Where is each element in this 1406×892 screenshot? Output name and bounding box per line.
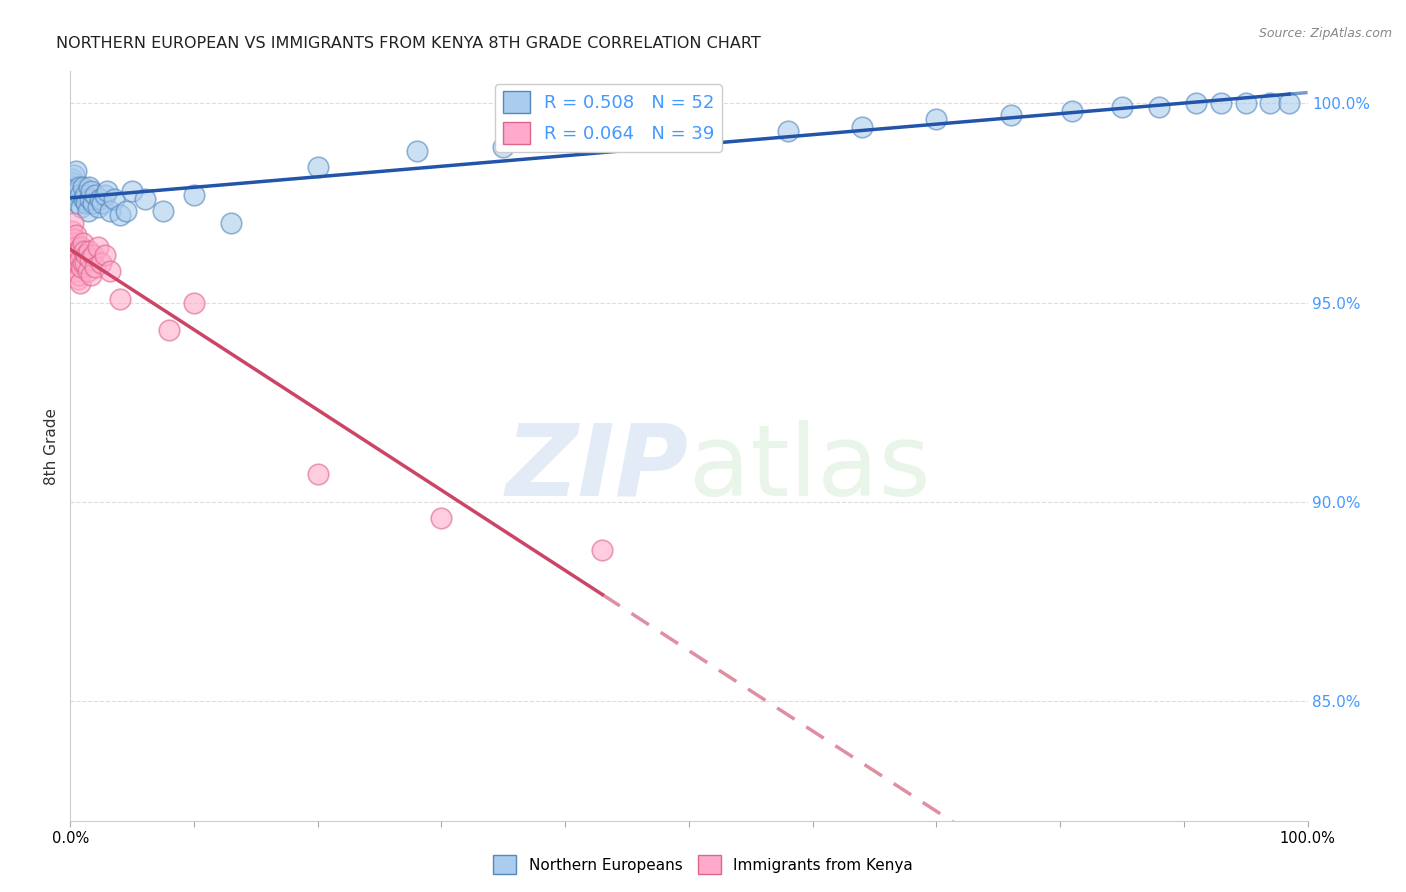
- Point: [776, 124, 799, 138]
- Point: [1062, 104, 1084, 119]
- Point: [1234, 96, 1257, 111]
- Point: [90, 255, 112, 269]
- Point: [84, 188, 107, 202]
- Point: [62, 216, 84, 230]
- Point: [67, 244, 90, 258]
- Legend: R = 0.508   N = 52, R = 0.064   N = 39: R = 0.508 N = 52, R = 0.064 N = 39: [495, 84, 721, 152]
- Point: [579, 132, 602, 146]
- Point: [430, 510, 453, 524]
- Point: [65, 263, 87, 277]
- Point: [157, 323, 180, 337]
- Point: [72, 235, 94, 250]
- Point: [82, 248, 104, 262]
- Point: [94, 248, 117, 262]
- Point: [219, 216, 242, 230]
- Point: [75, 255, 97, 269]
- Point: [108, 292, 131, 306]
- Point: [63, 168, 86, 182]
- Point: [103, 192, 125, 206]
- Point: [96, 184, 118, 198]
- Point: [65, 240, 87, 254]
- Point: [70, 260, 93, 274]
- Point: [75, 188, 97, 202]
- Point: [115, 203, 138, 218]
- Text: atlas: atlas: [689, 420, 931, 517]
- Point: [1000, 108, 1022, 122]
- Point: [65, 164, 87, 178]
- Point: [80, 184, 103, 198]
- Point: [76, 203, 98, 218]
- Text: NORTHERN EUROPEAN VS IMMIGRANTS FROM KENYA 8TH GRADE CORRELATION CHART: NORTHERN EUROPEAN VS IMMIGRANTS FROM KEN…: [56, 36, 761, 51]
- Point: [65, 227, 87, 242]
- Point: [925, 112, 948, 127]
- Point: [62, 176, 84, 190]
- Point: [492, 140, 515, 154]
- Point: [86, 200, 108, 214]
- Point: [77, 180, 100, 194]
- Point: [79, 252, 101, 266]
- Point: [89, 192, 111, 206]
- Point: [108, 208, 131, 222]
- Point: [69, 252, 91, 266]
- Point: [63, 232, 86, 246]
- Point: [1278, 96, 1301, 111]
- Point: [70, 240, 93, 254]
- Point: [121, 184, 143, 198]
- Point: [76, 263, 98, 277]
- Point: [69, 276, 91, 290]
- Point: [75, 248, 97, 262]
- Legend: Northern Europeans, Immigrants from Kenya: Northern Europeans, Immigrants from Keny…: [488, 849, 918, 880]
- Y-axis label: 8th Grade: 8th Grade: [44, 408, 59, 484]
- Point: [66, 255, 89, 269]
- Point: [65, 188, 87, 202]
- Point: [678, 124, 700, 138]
- Point: [67, 180, 90, 194]
- Point: [134, 192, 156, 206]
- Point: [1111, 100, 1133, 114]
- Point: [63, 255, 86, 269]
- Point: [77, 244, 100, 258]
- Point: [73, 244, 96, 258]
- Point: [98, 263, 121, 277]
- Point: [1209, 96, 1232, 111]
- Point: [1147, 100, 1170, 114]
- Point: [307, 467, 329, 481]
- Point: [94, 188, 117, 202]
- Point: [62, 244, 84, 258]
- Point: [591, 542, 613, 557]
- Text: Source: ZipAtlas.com: Source: ZipAtlas.com: [1258, 27, 1392, 40]
- Point: [1185, 96, 1208, 111]
- Point: [60, 224, 83, 238]
- Point: [66, 195, 89, 210]
- Point: [86, 240, 108, 254]
- Point: [67, 268, 90, 282]
- Point: [65, 248, 87, 262]
- Point: [82, 195, 104, 210]
- Point: [183, 188, 205, 202]
- Point: [405, 144, 427, 158]
- Point: [84, 260, 107, 274]
- Point: [851, 120, 873, 135]
- Point: [80, 268, 103, 282]
- Point: [79, 192, 101, 206]
- Point: [183, 295, 205, 310]
- Text: ZIP: ZIP: [506, 420, 689, 517]
- Point: [307, 160, 329, 174]
- Point: [63, 180, 86, 194]
- Point: [1260, 96, 1282, 111]
- Point: [152, 203, 174, 218]
- Point: [72, 180, 94, 194]
- Point: [72, 255, 94, 269]
- Point: [66, 271, 89, 285]
- Point: [98, 203, 121, 218]
- Point: [73, 192, 96, 206]
- Point: [75, 195, 97, 210]
- Point: [91, 195, 114, 210]
- Point: [60, 172, 83, 186]
- Point: [70, 200, 93, 214]
- Point: [69, 188, 91, 202]
- Point: [60, 235, 83, 250]
- Point: [66, 184, 89, 198]
